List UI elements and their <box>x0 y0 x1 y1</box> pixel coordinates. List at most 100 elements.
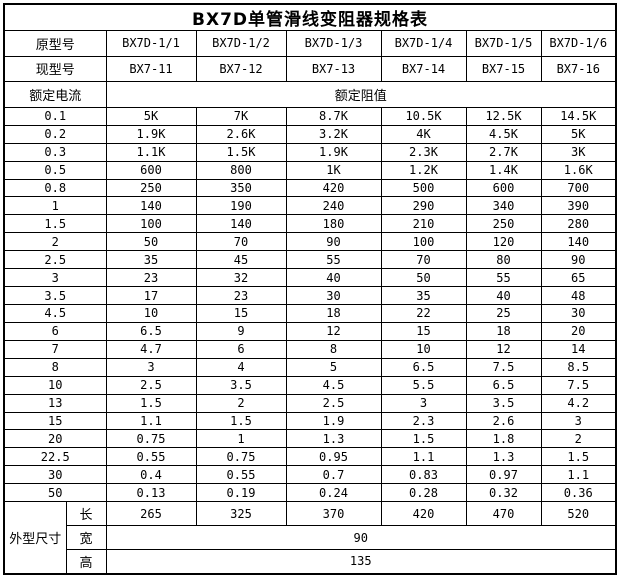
rated-current-cell: 6 <box>3 321 107 341</box>
original-model-label: 原型号 <box>3 30 107 57</box>
length-value-cell: 420 <box>380 501 467 527</box>
resistance-value-cell: 1.9K <box>285 142 382 162</box>
resistance-value-cell: 65 <box>540 268 617 288</box>
resistance-value-cell: 140 <box>195 214 287 234</box>
resistance-value-cell: 3.5 <box>465 393 542 413</box>
resistance-value-cell: 0.13 <box>105 483 197 503</box>
resistance-value-cell: 1 <box>195 429 287 449</box>
resistance-value-cell: 30 <box>285 286 382 305</box>
length-value-cell: 520 <box>540 501 617 527</box>
rated-current-cell: 7 <box>3 339 107 359</box>
resistance-value-cell: 32 <box>195 268 287 288</box>
rated-current-label: 额定电流 <box>3 81 107 108</box>
length-value-cell: 265 <box>105 501 197 527</box>
resistance-row: 0.5 600 800 1K 1.2K 1.4K 1.6K <box>3 160 617 180</box>
resistance-row: 4.5 10 15 18 22 25 30 <box>3 304 617 323</box>
rated-current-cell: 2.5 <box>3 250 107 270</box>
resistance-value-cell: 2.6K <box>195 124 287 144</box>
resistance-value-cell: 17 <box>105 286 197 305</box>
resistance-value-cell: 1.1 <box>105 411 197 431</box>
resistance-value-cell: 40 <box>465 286 542 305</box>
rated-current-cell: 2 <box>3 232 107 252</box>
resistance-value-cell: 1.5 <box>540 447 617 467</box>
resistance-value-cell: 18 <box>285 304 382 323</box>
resistance-value-cell: 55 <box>285 250 382 270</box>
resistance-row: 0.2 1.9K 2.6K 3.2K 4K 4.5K 5K <box>3 124 617 144</box>
resistance-value-cell: 50 <box>105 232 197 252</box>
resistance-row: 6 6.5 9 12 15 18 20 <box>3 321 617 341</box>
height-value: 135 <box>105 548 617 575</box>
resistance-value-cell: 4.5K <box>465 124 542 144</box>
resistance-value-cell: 5.5 <box>380 375 467 395</box>
resistance-value-cell: 5K <box>540 124 617 144</box>
rated-current-cell: 3 <box>3 268 107 288</box>
resistance-value-cell: 22 <box>380 304 467 323</box>
resistance-value-cell: 2.3K <box>380 142 467 162</box>
resistance-row: 3.5 17 23 30 35 40 48 <box>3 286 617 305</box>
resistance-value-cell: 0.4 <box>105 465 197 485</box>
resistance-value-cell: 1.1 <box>380 447 467 467</box>
resistance-row: 0.8 250 350 420 500 600 700 <box>3 178 617 198</box>
length-value-cell: 470 <box>465 501 542 527</box>
resistance-value-cell: 35 <box>105 250 197 270</box>
rated-current-cell: 1 <box>3 196 107 216</box>
resistance-value-cell: 1.2K <box>380 160 467 180</box>
resistance-value-cell: 240 <box>285 196 382 216</box>
resistance-value-cell: 6.5 <box>380 357 467 377</box>
resistance-value-cell: 50 <box>380 268 467 288</box>
rated-current-cell: 10 <box>3 375 107 395</box>
resistance-row: 2.5 35 45 55 70 80 90 <box>3 250 617 270</box>
resistance-value-cell: 1K <box>285 160 382 180</box>
resistance-value-cell: 0.24 <box>285 483 382 503</box>
resistance-value-cell: 0.95 <box>285 447 382 467</box>
resistance-row: 30 0.4 0.55 0.7 0.83 0.97 1.1 <box>3 465 617 485</box>
resistance-value-cell: 15 <box>380 321 467 341</box>
width-label: 宽 <box>65 525 107 550</box>
rated-current-cell: 15 <box>3 411 107 431</box>
title-row: BX7D单管滑线变阻器规格表 <box>3 3 617 31</box>
resistance-value-cell: 7.5 <box>540 375 617 395</box>
resistance-value-cell: 250 <box>105 178 197 198</box>
resistance-value-cell: 1.5 <box>195 411 287 431</box>
resistance-value-cell: 0.97 <box>465 465 542 485</box>
resistance-value-cell: 12.5K <box>465 106 542 126</box>
resistance-value-cell: 1.5 <box>105 393 197 413</box>
resistance-value-cell: 35 <box>380 286 467 305</box>
resistance-value-cell: 23 <box>105 268 197 288</box>
original-model-cell: BX7D-1/5 <box>465 30 542 57</box>
length-value-cell: 325 <box>195 501 287 527</box>
width-row: 宽 90 <box>4 525 617 550</box>
resistance-value-cell: 3 <box>540 411 617 431</box>
resistance-value-cell: 2 <box>195 393 287 413</box>
current-model-label: 现型号 <box>3 55 107 83</box>
resistance-value-cell: 18 <box>465 321 542 341</box>
resistance-value-cell: 800 <box>195 160 287 180</box>
resistance-value-cell: 700 <box>540 178 617 198</box>
resistance-row: 3 23 32 40 50 55 65 <box>3 268 617 288</box>
resistance-value-cell: 0.36 <box>540 483 617 503</box>
resistance-value-cell: 70 <box>195 232 287 252</box>
height-row: 高 135 <box>4 548 617 575</box>
resistance-value-cell: 0.19 <box>195 483 287 503</box>
height-label: 高 <box>65 548 107 575</box>
rated-current-cell: 30 <box>3 465 107 485</box>
resistance-value-cell: 1.6K <box>540 160 617 180</box>
rated-current-cell: 4.5 <box>3 304 107 323</box>
resistance-row: 1.5 100 140 180 210 250 280 <box>3 214 617 234</box>
resistance-value-cell: 420 <box>285 178 382 198</box>
resistance-row: 2 50 70 90 100 120 140 <box>3 232 617 252</box>
resistance-value-cell: 55 <box>465 268 542 288</box>
resistance-row: 20 0.75 1 1.3 1.5 1.8 2 <box>3 429 617 449</box>
resistance-value-cell: 1.5K <box>195 142 287 162</box>
width-value: 90 <box>105 525 617 550</box>
rated-current-cell: 20 <box>3 429 107 449</box>
resistance-value-cell: 5 <box>285 357 382 377</box>
rated-current-cell: 50 <box>3 483 107 503</box>
resistance-value-cell: 390 <box>540 196 617 216</box>
resistance-value-cell: 0.32 <box>465 483 542 503</box>
resistance-value-cell: 600 <box>105 160 197 180</box>
resistance-value-cell: 1.3 <box>465 447 542 467</box>
resistance-value-cell: 12 <box>285 321 382 341</box>
resistance-value-cell: 140 <box>540 232 617 252</box>
resistance-value-cell: 1.8 <box>465 429 542 449</box>
